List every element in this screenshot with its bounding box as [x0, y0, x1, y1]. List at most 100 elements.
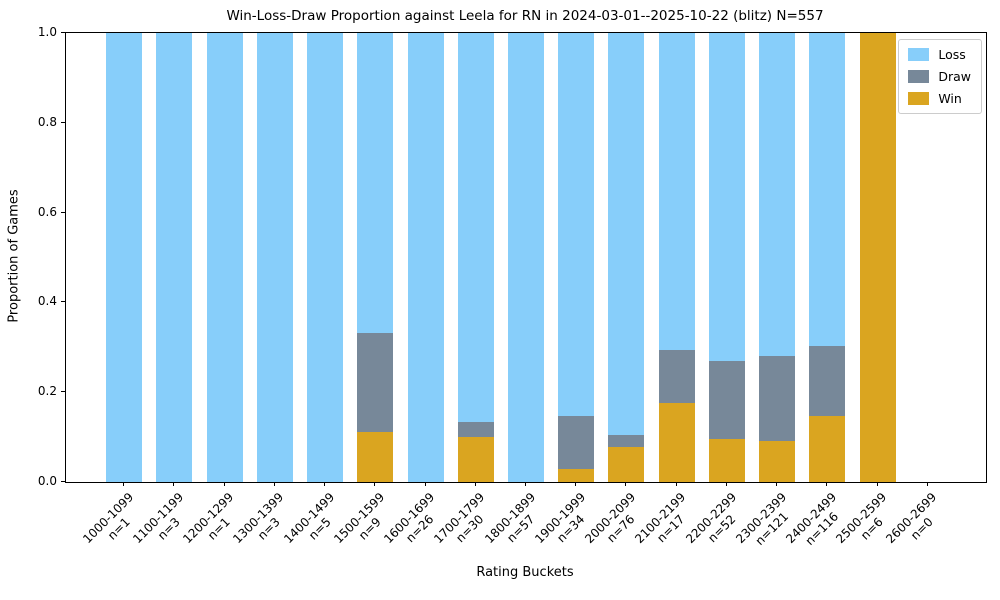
x-tick-label: 2600-2699 n=0	[883, 490, 940, 547]
x-tick-label: 2500-2599 n=6	[833, 490, 890, 547]
bar-segment-loss	[256, 33, 293, 482]
legend-item-loss: Loss	[908, 47, 971, 62]
bar-segment-loss	[608, 33, 645, 435]
y-tick-label: 1.0	[37, 25, 57, 39]
x-tick-mark	[123, 482, 125, 486]
bar-segment-loss	[558, 33, 595, 417]
legend: Loss Draw Win	[898, 39, 982, 114]
y-tick-mark	[61, 121, 65, 123]
bar-column-2400-2499	[802, 33, 852, 482]
x-tick-mark	[424, 482, 426, 486]
x-tick-label: 2100-2199 n=17	[632, 490, 689, 547]
bar-segment-loss	[708, 33, 745, 362]
x-tick-label: 1700-1799 n=30	[431, 490, 488, 547]
bar-segment-draw	[357, 332, 394, 433]
x-tick-label: 1200-1299 n=1	[180, 490, 237, 547]
x-tick-mark	[776, 482, 778, 486]
bar-stack	[357, 33, 394, 482]
bar-stack	[256, 33, 293, 482]
bar-stack	[608, 33, 645, 482]
x-tick-mark	[474, 482, 476, 486]
legend-label: Draw	[938, 69, 971, 84]
bars-row	[99, 33, 953, 482]
bar-column-1300-1399	[250, 33, 300, 482]
bar-stack	[507, 33, 544, 482]
bar-stack	[658, 33, 695, 482]
bar-segment-loss	[357, 33, 394, 333]
legend-label: Loss	[938, 47, 966, 62]
x-tick-label: 1500-1599 n=9	[331, 490, 388, 547]
bar-column-1000-1099	[99, 33, 149, 482]
bar-stack	[307, 33, 344, 482]
x-tick-label: 1000-1099 n=1	[79, 490, 137, 547]
y-tick-mark	[61, 32, 65, 33]
y-tick-label: 0.0	[37, 474, 57, 488]
x-tick-label: 1900-1999 n=34	[531, 490, 589, 547]
x-tick-mark	[324, 482, 326, 486]
x-tick-mark	[725, 482, 727, 486]
legend-item-draw: Draw	[908, 69, 971, 84]
bar-segment-win	[859, 33, 896, 482]
bar-segment-win	[457, 437, 494, 482]
x-tick-mark	[525, 482, 526, 486]
x-tick-mark	[876, 482, 878, 486]
bar-column-1800-1899	[501, 33, 551, 482]
x-tick-mark	[223, 482, 225, 486]
bar-segment-draw	[759, 355, 796, 442]
x-tick-label: 2200-2299 n=52	[682, 490, 739, 547]
bar-column-1200-1299	[199, 33, 249, 482]
bar-segment-win	[708, 438, 745, 482]
bar-column-2200-2299	[702, 33, 752, 482]
bar-segment-loss	[307, 33, 344, 482]
y-tick-mark	[61, 301, 65, 303]
bar-segment-draw	[658, 350, 695, 403]
bar-stack	[708, 33, 745, 482]
bar-stack	[457, 33, 494, 482]
bar-column-1400-1499	[300, 33, 350, 482]
bar-segment-loss	[206, 33, 243, 482]
bar-column-1700-1799	[451, 33, 501, 482]
bar-column-1600-1699	[400, 33, 450, 482]
legend-swatch-draw	[908, 70, 930, 83]
bar-column-2000-2099	[601, 33, 651, 482]
bar-segment-win	[658, 402, 695, 482]
bar-column-2100-2199	[652, 33, 702, 482]
y-tick-label: 0.2	[37, 384, 57, 399]
y-tick-label: 0.6	[37, 204, 57, 219]
bar-segment-win	[558, 468, 595, 482]
x-tick-mark	[374, 482, 376, 486]
bar-segment-win	[608, 446, 645, 482]
bar-stack	[106, 33, 143, 482]
x-tick-label: 2300-2399 n=121	[732, 490, 791, 548]
x-tick-label: 1400-1499 n=5	[280, 490, 337, 547]
bar-segment-win	[759, 441, 796, 482]
x-axis-label: Rating Buckets	[476, 565, 574, 580]
x-tick-mark	[926, 482, 928, 486]
bar-column-1500-1599	[350, 33, 400, 482]
bar-segment-loss	[457, 33, 494, 423]
y-tick-mark	[61, 211, 65, 213]
bar-stack	[859, 33, 896, 482]
y-axis-label: Proportion of Games	[6, 189, 22, 323]
bar-segment-draw	[708, 361, 745, 439]
bar-segment-draw	[608, 434, 645, 447]
bar-segment-loss	[106, 33, 143, 482]
x-tick-label: 2400-2499 n=116	[783, 490, 842, 548]
legend-label: Win	[938, 91, 962, 106]
bar-segment-draw	[558, 416, 595, 469]
x-tick-label: 1300-1399 n=3	[230, 490, 287, 547]
bar-segment-loss	[407, 33, 444, 482]
x-tick-label: 2000-2099 n=76	[582, 490, 639, 547]
x-tick-mark	[675, 482, 677, 486]
plot-area	[65, 32, 987, 483]
x-tick-mark	[575, 482, 577, 486]
bar-stack	[206, 33, 243, 482]
y-tick-mark	[61, 481, 65, 482]
bar-column-1100-1199	[149, 33, 199, 482]
bar-segment-loss	[156, 33, 193, 482]
bar-stack	[156, 33, 193, 482]
bar-column-2500-2599	[853, 33, 903, 482]
bar-segment-draw	[809, 346, 846, 416]
bar-segment-draw	[457, 422, 494, 438]
